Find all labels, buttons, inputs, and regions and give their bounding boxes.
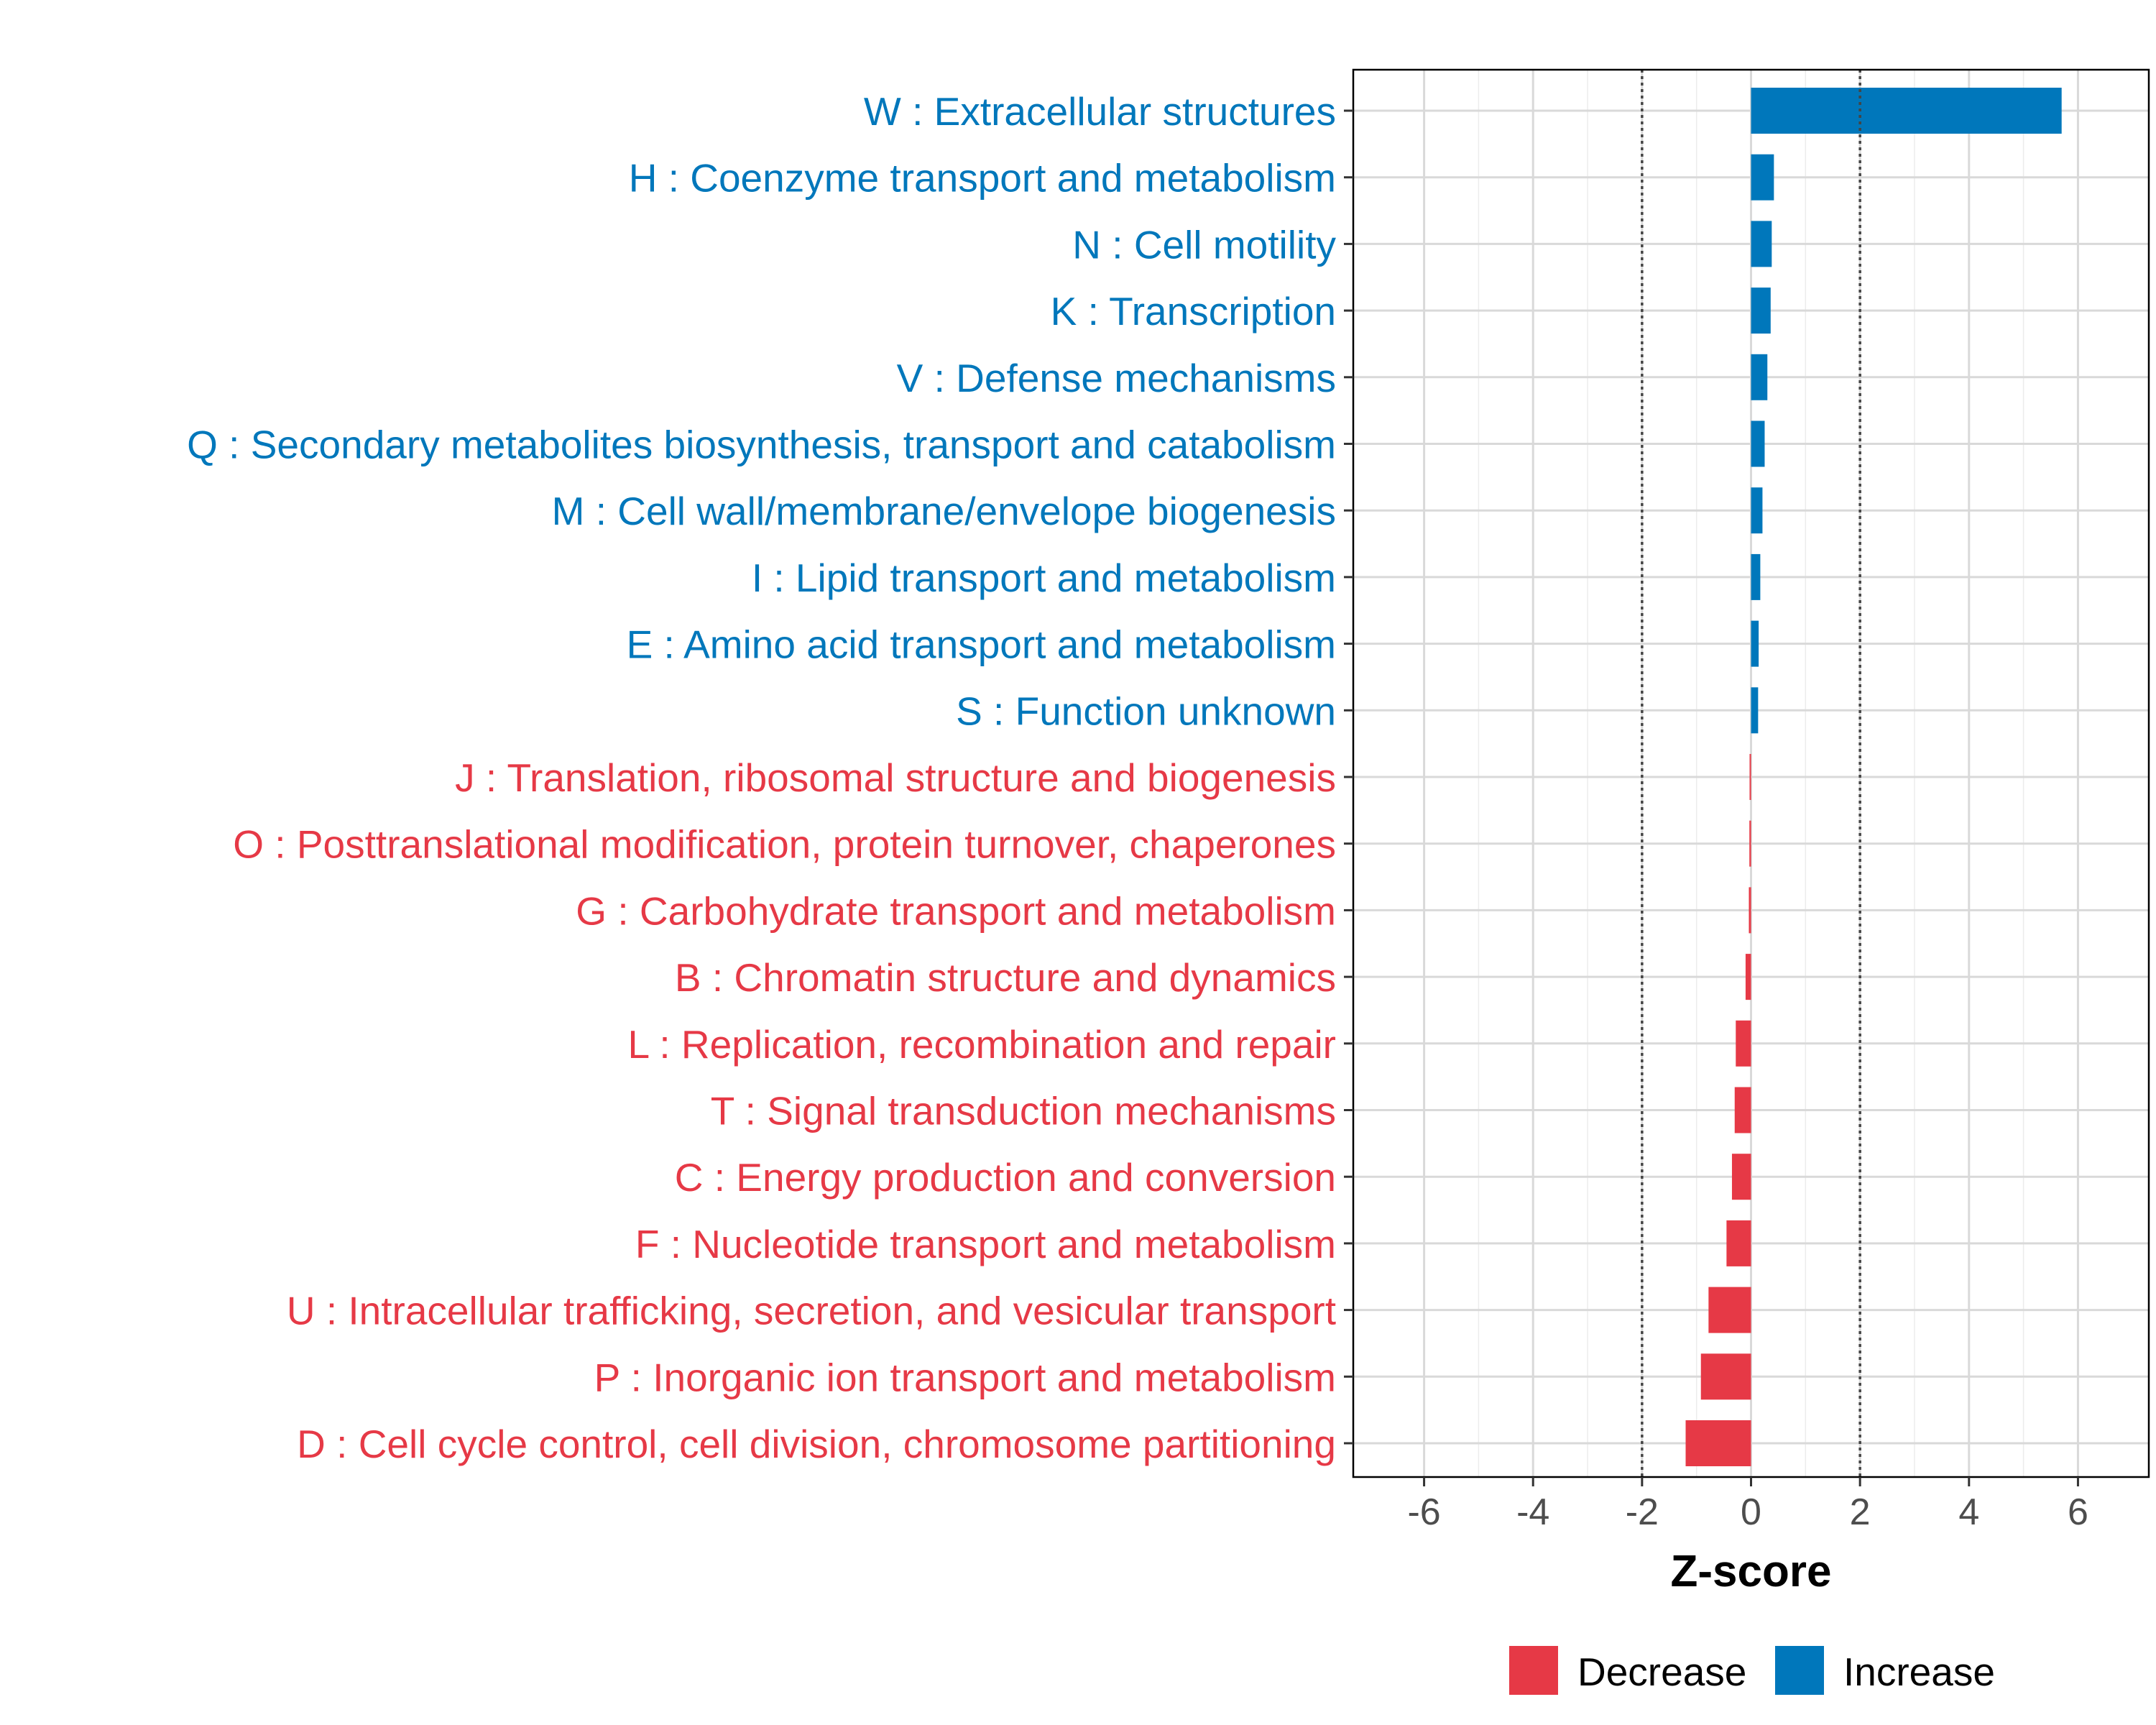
bar-increase [1751, 154, 1774, 201]
y-tick-label: F : Nucleotide transport and metabolism [635, 1222, 1336, 1266]
x-tick-label: 6 [2068, 1491, 2088, 1533]
y-tick-label: V : Defense mechanisms [897, 356, 1336, 400]
y-tick-label: L : Replication, recombination and repai… [628, 1022, 1336, 1067]
bar-decrease [1731, 1154, 1751, 1200]
bar-decrease [1749, 754, 1751, 800]
bar-decrease [1734, 1087, 1751, 1133]
y-tick-label: Q : Secondary metabolites biosynthesis, … [187, 423, 1336, 467]
axis-layer: W : Extracellular structures H : Coenzyme… [187, 89, 2088, 1533]
y-tick-label: J : Translation, ribosomal structure and… [455, 755, 1336, 800]
y-tick-label: P : Inorganic ion transport and metaboli… [594, 1355, 1336, 1399]
x-tick-label: 0 [1741, 1491, 1761, 1533]
legend: Decrease Increase [1509, 1646, 1995, 1695]
bar-layer [1685, 88, 2062, 1466]
x-tick-label: 2 [1850, 1491, 1871, 1533]
x-tick-label: -2 [1626, 1491, 1659, 1533]
bar-increase [1751, 221, 1772, 267]
y-tick-label: K : Transcription [1051, 289, 1336, 334]
x-tick-label: 4 [1958, 1491, 1979, 1533]
y-tick-label: S : Function unknown [956, 689, 1336, 733]
bar-increase [1751, 420, 1765, 467]
x-tick-label: -6 [1407, 1491, 1440, 1533]
bar-increase [1751, 487, 1763, 534]
y-tick-label: I : Lipid transport and metabolism [752, 556, 1336, 600]
bar-increase [1751, 687, 1759, 734]
x-tick-label: -4 [1516, 1491, 1549, 1533]
y-tick-label: U : Intracellular trafficking, secretion… [287, 1289, 1336, 1333]
legend-swatch-decrease [1509, 1646, 1558, 1695]
bar-decrease [1708, 1287, 1751, 1333]
y-tick-label: T : Signal transduction mechanisms [711, 1089, 1336, 1133]
y-tick-label: H : Coenzyme transport and metabolism [629, 156, 1336, 201]
y-tick-label: M : Cell wall/membrane/envelope biogenes… [552, 489, 1336, 533]
bar-decrease [1745, 954, 1751, 1000]
bar-increase [1751, 620, 1759, 667]
bar-decrease [1700, 1353, 1751, 1400]
bar-increase [1751, 553, 1761, 600]
y-tick-label: G : Carbohydrate transport and metabolis… [576, 888, 1336, 933]
y-tick-label: C : Energy production and conversion [675, 1155, 1336, 1200]
bar-increase [1751, 88, 2062, 134]
legend-label-increase: Increase [1843, 1650, 1995, 1694]
y-tick-label: D : Cell cycle control, cell division, c… [297, 1422, 1336, 1466]
bar-decrease [1749, 887, 1751, 934]
bar-decrease [1685, 1420, 1751, 1466]
y-tick-label: E : Amino acid transport and metabolism [627, 622, 1336, 667]
y-tick-label: B : Chromatin structure and dynamics [675, 955, 1336, 1000]
y-tick-label: W : Extracellular structures [864, 89, 1336, 134]
bar-decrease [1749, 820, 1751, 867]
y-tick-label: N : Cell motility [1072, 222, 1336, 267]
bar-increase [1751, 354, 1768, 400]
bar-decrease [1736, 1020, 1751, 1067]
bar-decrease [1726, 1220, 1751, 1266]
y-tick-label: O : Posttranslational modification, prot… [233, 822, 1336, 867]
legend-label-decrease: Decrease [1577, 1650, 1746, 1694]
x-axis-title: Z-score [1671, 1547, 1832, 1596]
bar-increase [1751, 288, 1771, 334]
threshold-layer [1641, 70, 1861, 1477]
legend-swatch-increase [1775, 1646, 1824, 1695]
